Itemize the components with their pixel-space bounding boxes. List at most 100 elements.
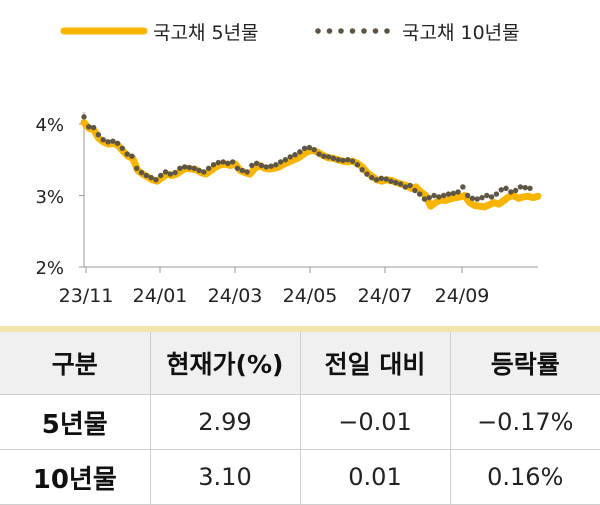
data-point-10y	[177, 165, 183, 172]
data-point-10y	[479, 194, 485, 201]
data-point-10y	[325, 154, 332, 160]
data-point-10y	[167, 171, 174, 177]
data-point-10y	[407, 182, 413, 189]
data-point-10y	[378, 175, 385, 182]
legend-dot	[349, 28, 356, 34]
data-point-10y	[86, 124, 92, 130]
y-axis-ticks	[79, 123, 84, 268]
data-point-10y	[153, 177, 159, 183]
data-point-10y	[527, 185, 533, 192]
legend-dot	[315, 28, 321, 34]
data-point-10y	[321, 153, 327, 159]
data-point-10y	[412, 187, 418, 194]
data-point-10y	[354, 162, 361, 168]
data-point-10y	[110, 138, 116, 144]
data-point-10y	[488, 194, 495, 200]
legend-dot	[361, 28, 367, 34]
data-point-10y	[273, 162, 279, 168]
data-point-10y	[335, 157, 341, 163]
data-point-10y	[306, 144, 313, 151]
data-point-10y	[282, 157, 289, 163]
data-point-10y	[445, 191, 452, 197]
data-point-10y	[229, 159, 236, 165]
series-line-5y	[80, 119, 542, 211]
current-price-cell: 2.99	[149, 394, 300, 450]
data-point-10y	[402, 184, 409, 190]
data-point-10y	[90, 124, 97, 131]
header-category: 구분	[0, 332, 150, 395]
table-row: 10년물 3.10 0.01 0.16%	[0, 449, 600, 505]
data-point-10y	[301, 145, 308, 152]
data-point-10y	[225, 160, 231, 167]
data-point-10y	[100, 137, 106, 143]
table-row: 5년물 2.99 −0.01 −0.17%	[0, 394, 600, 450]
data-point-10y	[345, 157, 351, 163]
change-cell: 0.01	[299, 449, 450, 505]
table-header-row: 구분 현재가(%) 전일 대비 등락률	[0, 332, 600, 395]
x-tick-label-2405: 24/05	[283, 285, 338, 307]
data-point-10y	[297, 149, 303, 155]
data-point-10y	[397, 181, 404, 187]
data-point-10y	[191, 165, 197, 172]
data-point-10y	[210, 162, 217, 168]
data-point-10y	[196, 167, 202, 174]
data-point-10y	[253, 160, 260, 167]
legend-dot	[326, 28, 333, 34]
data-point-10y	[114, 140, 121, 147]
data-point-10y	[311, 147, 317, 153]
row-label: 10년물	[0, 449, 150, 505]
data-point-10y	[364, 171, 370, 177]
data-point-10y	[143, 172, 150, 179]
data-point-10y	[81, 114, 87, 120]
legend-label-10y: 국고채 10년물	[402, 22, 520, 44]
row-label: 5년물	[0, 394, 150, 450]
data-point-10y	[119, 145, 126, 152]
header-current-price: 현재가(%)	[149, 332, 300, 395]
data-point-10y	[330, 155, 337, 162]
data-point-10y	[388, 178, 394, 184]
change-rate-cell: 0.16%	[449, 449, 600, 505]
data-point-10y	[340, 157, 346, 164]
data-point-10y	[258, 162, 265, 169]
data-point-10y	[426, 194, 432, 201]
data-point-10y	[239, 167, 245, 174]
y-tick-label-4: 4%	[35, 115, 64, 136]
data-point-10y	[455, 189, 461, 195]
data-point-10y	[508, 189, 514, 195]
data-point-10y	[124, 151, 130, 157]
header-change: 전일 대비	[299, 332, 450, 395]
x-tick-label-2311: 23/11	[59, 285, 114, 307]
data-point-10y	[512, 187, 519, 194]
x-tick-label-2407: 24/07	[358, 285, 413, 307]
data-point-10y	[158, 172, 164, 179]
data-point-10y	[373, 177, 380, 183]
data-point-10y	[474, 196, 480, 202]
data-point-10y	[277, 159, 284, 165]
data-point-10y	[431, 192, 437, 199]
data-point-10y	[369, 174, 375, 181]
change-cell: −0.01	[299, 394, 450, 450]
data-point-10y	[292, 152, 298, 158]
data-point-10y	[484, 192, 490, 199]
legend-label-5y: 국고채 5년물	[153, 22, 259, 44]
x-tick-label-2401: 24/01	[133, 285, 188, 307]
legend-swatch-10y	[315, 28, 390, 34]
data-point-10y	[249, 162, 255, 169]
data-point-10y	[138, 169, 145, 176]
legend-dot	[384, 28, 390, 34]
data-point-10y	[316, 151, 322, 157]
y-tick-label-2: 2%	[35, 258, 64, 279]
legend-dot	[372, 28, 379, 34]
data-point-10y	[393, 179, 399, 186]
data-point-10y	[359, 167, 365, 173]
data-point-10y	[436, 194, 442, 200]
data-point-10y	[95, 132, 102, 138]
data-point-10y	[287, 154, 293, 160]
data-point-10y	[440, 192, 447, 199]
data-point-10y	[105, 139, 111, 145]
data-point-10y	[234, 165, 241, 172]
data-point-10y	[522, 184, 528, 191]
header-change-rate: 등락률	[449, 332, 600, 395]
change-rate-cell: −0.17%	[449, 394, 600, 450]
y-tick-label-3: 3%	[35, 187, 64, 208]
